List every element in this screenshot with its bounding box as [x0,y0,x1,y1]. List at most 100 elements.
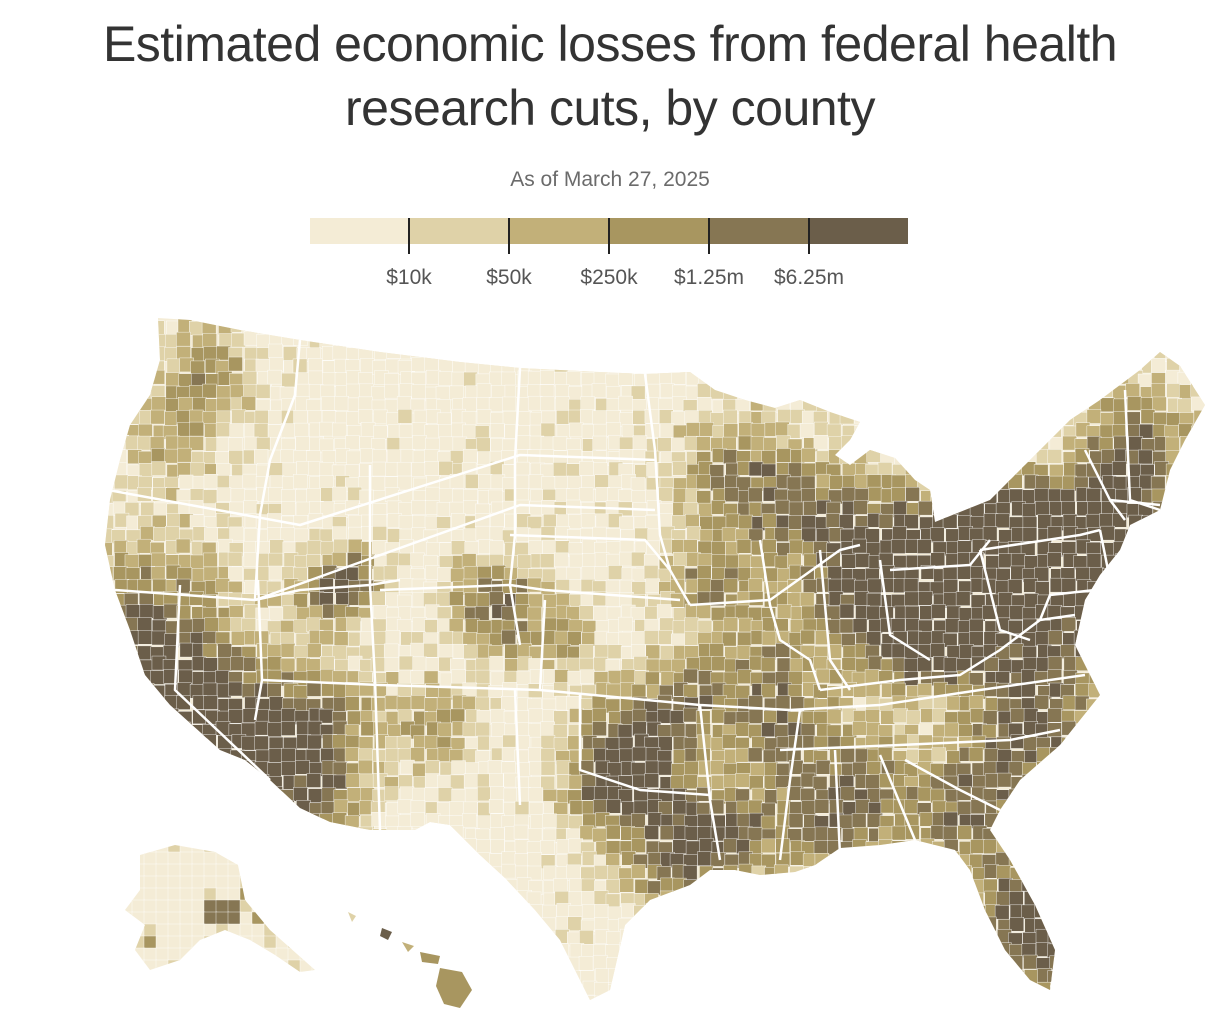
county-cell [803,371,818,387]
county-cell [318,878,334,893]
county-cell [1206,334,1220,348]
county-cell [114,761,129,776]
county-cell [970,398,985,414]
county-cell [514,749,529,765]
county-cell [1115,969,1131,984]
county-cell [461,696,477,711]
county-cell [984,980,999,996]
county-cell [270,880,285,896]
county-cell [799,592,815,607]
county-cell [227,437,243,452]
county-cell [203,657,218,673]
county-cell [880,410,896,426]
county-cell [945,358,960,373]
county-cell [270,904,285,920]
county-cell [124,670,140,685]
county-cell [438,841,453,856]
county-cell [517,347,532,362]
county-cell [1138,876,1153,892]
county-cell [1075,826,1090,841]
alaska-county-cell [179,911,194,926]
county-cell [827,945,843,960]
county-cell [137,435,152,451]
alaska-county-cell [287,935,302,950]
county-cell [957,968,972,983]
county-cell [448,618,464,633]
county-cell [1115,945,1130,960]
alaska-county-cell [203,875,218,890]
county-cell [137,802,152,817]
county-cell [175,578,191,594]
county-cell [632,774,647,790]
county-cell [1180,553,1195,568]
county-cell [1049,411,1064,427]
county-cell [880,932,895,947]
county-cell [893,866,909,881]
county-cell [192,802,207,817]
county-cell [920,838,935,854]
county-cell [1139,668,1154,684]
alaska-county-cell [299,899,314,914]
alaska-county-cell [143,935,158,950]
county-cell [1204,372,1205,388]
county-cell [554,371,569,387]
county-cell [1022,503,1037,518]
county-cell [658,513,673,528]
county-cell [579,605,594,620]
county-cell [1114,788,1130,803]
county-cell [151,448,166,463]
county-cell [1192,890,1205,905]
county-cell [591,383,607,398]
alaska-county-cell [215,899,230,914]
county-cell [318,813,334,828]
county-cell [1191,356,1205,372]
county-cell [1087,851,1102,867]
alaska-county-cell [191,851,206,866]
county-cell [500,892,516,907]
county-cell [569,800,585,815]
alaska-county-cell [191,947,206,962]
county-cell [764,970,780,986]
county-cell [124,630,140,645]
county-cell [1203,736,1205,752]
alaska-county-cell [311,947,315,962]
county-cell [410,695,426,710]
county-cell [111,659,126,674]
county-cell [1075,760,1090,776]
county-cell [697,383,712,398]
county-cell [333,774,348,790]
county-cell [1060,850,1075,866]
county-cell [203,695,218,710]
legend-tick [708,218,710,254]
county-cell [816,892,831,907]
county-cell [372,828,387,843]
county-cell [1151,967,1167,983]
county-cell [777,971,793,987]
county-cell [867,891,882,907]
county-cell [777,890,792,905]
county-cell [813,435,829,450]
alaska-county-cell [311,863,315,878]
county-cell [969,463,984,479]
county-cell [105,942,116,957]
county-cell [786,892,802,908]
alaska-county-cell [143,923,158,938]
alaska-county-cell [227,887,242,902]
county-cell [957,461,973,476]
county-cell [307,971,322,986]
county-cell [751,996,766,1000]
county-cell [1164,594,1179,610]
county-cell [517,411,532,426]
county-cell [957,994,972,1000]
county-cell [633,983,648,999]
county-cell [241,735,256,751]
county-cell [127,968,142,983]
county-cell [1192,733,1205,749]
alaska-county-cell [275,863,290,878]
county-cell [802,383,817,398]
alaska-county-cell [167,947,182,962]
alaska-county-cell [203,845,218,854]
county-cell [1099,852,1114,867]
county-cell [800,906,816,921]
county-cell [243,955,259,971]
